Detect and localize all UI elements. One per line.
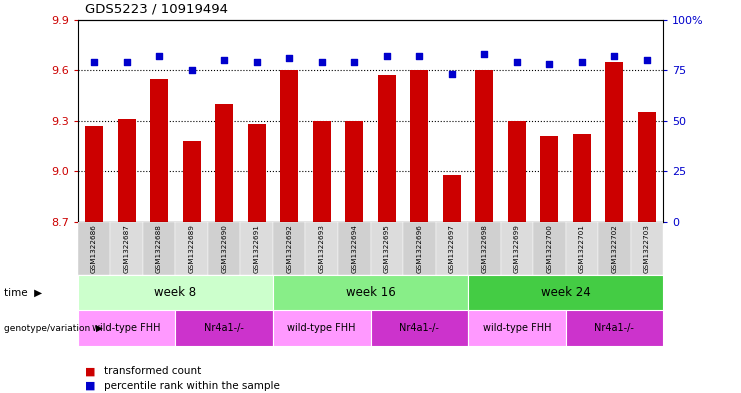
Bar — [78, 222, 110, 275]
Text: Nr4a1-/-: Nr4a1-/- — [594, 323, 634, 333]
Bar — [443, 175, 461, 222]
Point — [543, 61, 555, 67]
Text: GSM1322687: GSM1322687 — [124, 224, 130, 272]
Bar — [411, 70, 428, 222]
Bar — [143, 222, 176, 275]
Bar — [468, 310, 565, 346]
Bar — [476, 70, 494, 222]
Bar — [540, 136, 558, 222]
Bar — [638, 112, 656, 222]
Bar — [573, 134, 591, 222]
Text: GSM1322692: GSM1322692 — [286, 224, 292, 272]
Bar — [273, 222, 305, 275]
Bar — [273, 310, 370, 346]
Point — [348, 59, 360, 65]
Text: GSM1322700: GSM1322700 — [546, 224, 552, 272]
Bar — [565, 222, 598, 275]
Text: GSM1322702: GSM1322702 — [611, 224, 617, 272]
Point — [186, 67, 198, 73]
Text: genotype/variation  ▶: genotype/variation ▶ — [4, 324, 102, 332]
Bar — [338, 222, 370, 275]
Text: GSM1322693: GSM1322693 — [319, 224, 325, 272]
Text: ■: ■ — [85, 366, 96, 376]
Point — [576, 59, 588, 65]
Point — [608, 53, 620, 59]
Bar — [508, 121, 526, 222]
Bar — [215, 104, 233, 222]
Point — [316, 59, 328, 65]
Text: percentile rank within the sample: percentile rank within the sample — [104, 381, 279, 391]
Point — [218, 57, 230, 63]
Text: GSM1322686: GSM1322686 — [91, 224, 97, 272]
Bar — [183, 141, 201, 222]
Bar — [78, 275, 273, 310]
Text: GSM1322690: GSM1322690 — [221, 224, 227, 272]
Text: wild-type FHH: wild-type FHH — [482, 323, 551, 333]
Text: GDS5223 / 10919494: GDS5223 / 10919494 — [85, 3, 228, 16]
Bar — [403, 222, 436, 275]
Text: GSM1322697: GSM1322697 — [449, 224, 455, 272]
Point — [381, 53, 393, 59]
Text: GSM1322696: GSM1322696 — [416, 224, 422, 272]
Text: GSM1322694: GSM1322694 — [351, 224, 357, 272]
Bar — [501, 222, 533, 275]
Bar — [605, 62, 623, 222]
Text: Nr4a1-/-: Nr4a1-/- — [399, 323, 439, 333]
Bar — [240, 222, 273, 275]
Point — [641, 57, 653, 63]
Bar — [110, 222, 143, 275]
Bar — [533, 222, 565, 275]
Bar — [468, 222, 501, 275]
Point — [88, 59, 100, 65]
Bar — [305, 222, 338, 275]
Bar — [78, 310, 176, 346]
Bar — [118, 119, 136, 222]
Text: GSM1322703: GSM1322703 — [644, 224, 650, 272]
Point — [413, 53, 425, 59]
Bar — [247, 124, 265, 222]
Text: wild-type FHH: wild-type FHH — [288, 323, 356, 333]
Text: wild-type FHH: wild-type FHH — [93, 323, 161, 333]
Point — [479, 51, 491, 57]
Bar — [273, 275, 468, 310]
Text: week 24: week 24 — [541, 286, 591, 299]
Text: GSM1322688: GSM1322688 — [156, 224, 162, 272]
Text: week 16: week 16 — [345, 286, 396, 299]
Bar — [565, 310, 663, 346]
Bar — [598, 222, 631, 275]
Bar — [436, 222, 468, 275]
Text: transformed count: transformed count — [104, 366, 201, 376]
Bar — [345, 121, 363, 222]
Bar — [280, 70, 298, 222]
Bar — [176, 310, 273, 346]
Bar — [378, 75, 396, 222]
Text: time  ▶: time ▶ — [4, 288, 41, 298]
Point — [511, 59, 523, 65]
Text: GSM1322699: GSM1322699 — [514, 224, 520, 272]
Text: GSM1322701: GSM1322701 — [579, 224, 585, 272]
Bar — [631, 222, 663, 275]
Point — [283, 55, 295, 61]
Text: Nr4a1-/-: Nr4a1-/- — [205, 323, 244, 333]
Bar — [150, 79, 168, 222]
Bar — [313, 121, 330, 222]
Bar — [208, 222, 240, 275]
Text: ■: ■ — [85, 381, 96, 391]
Bar — [468, 275, 663, 310]
Point — [446, 71, 458, 77]
Point — [153, 53, 165, 59]
Point — [250, 59, 262, 65]
Text: GSM1322695: GSM1322695 — [384, 224, 390, 272]
Text: GSM1322689: GSM1322689 — [189, 224, 195, 272]
Text: week 8: week 8 — [154, 286, 196, 299]
Bar — [370, 310, 468, 346]
Bar — [370, 222, 403, 275]
Text: GSM1322698: GSM1322698 — [482, 224, 488, 272]
Text: GSM1322691: GSM1322691 — [253, 224, 259, 272]
Bar — [176, 222, 208, 275]
Point — [121, 59, 133, 65]
Bar — [85, 126, 103, 222]
